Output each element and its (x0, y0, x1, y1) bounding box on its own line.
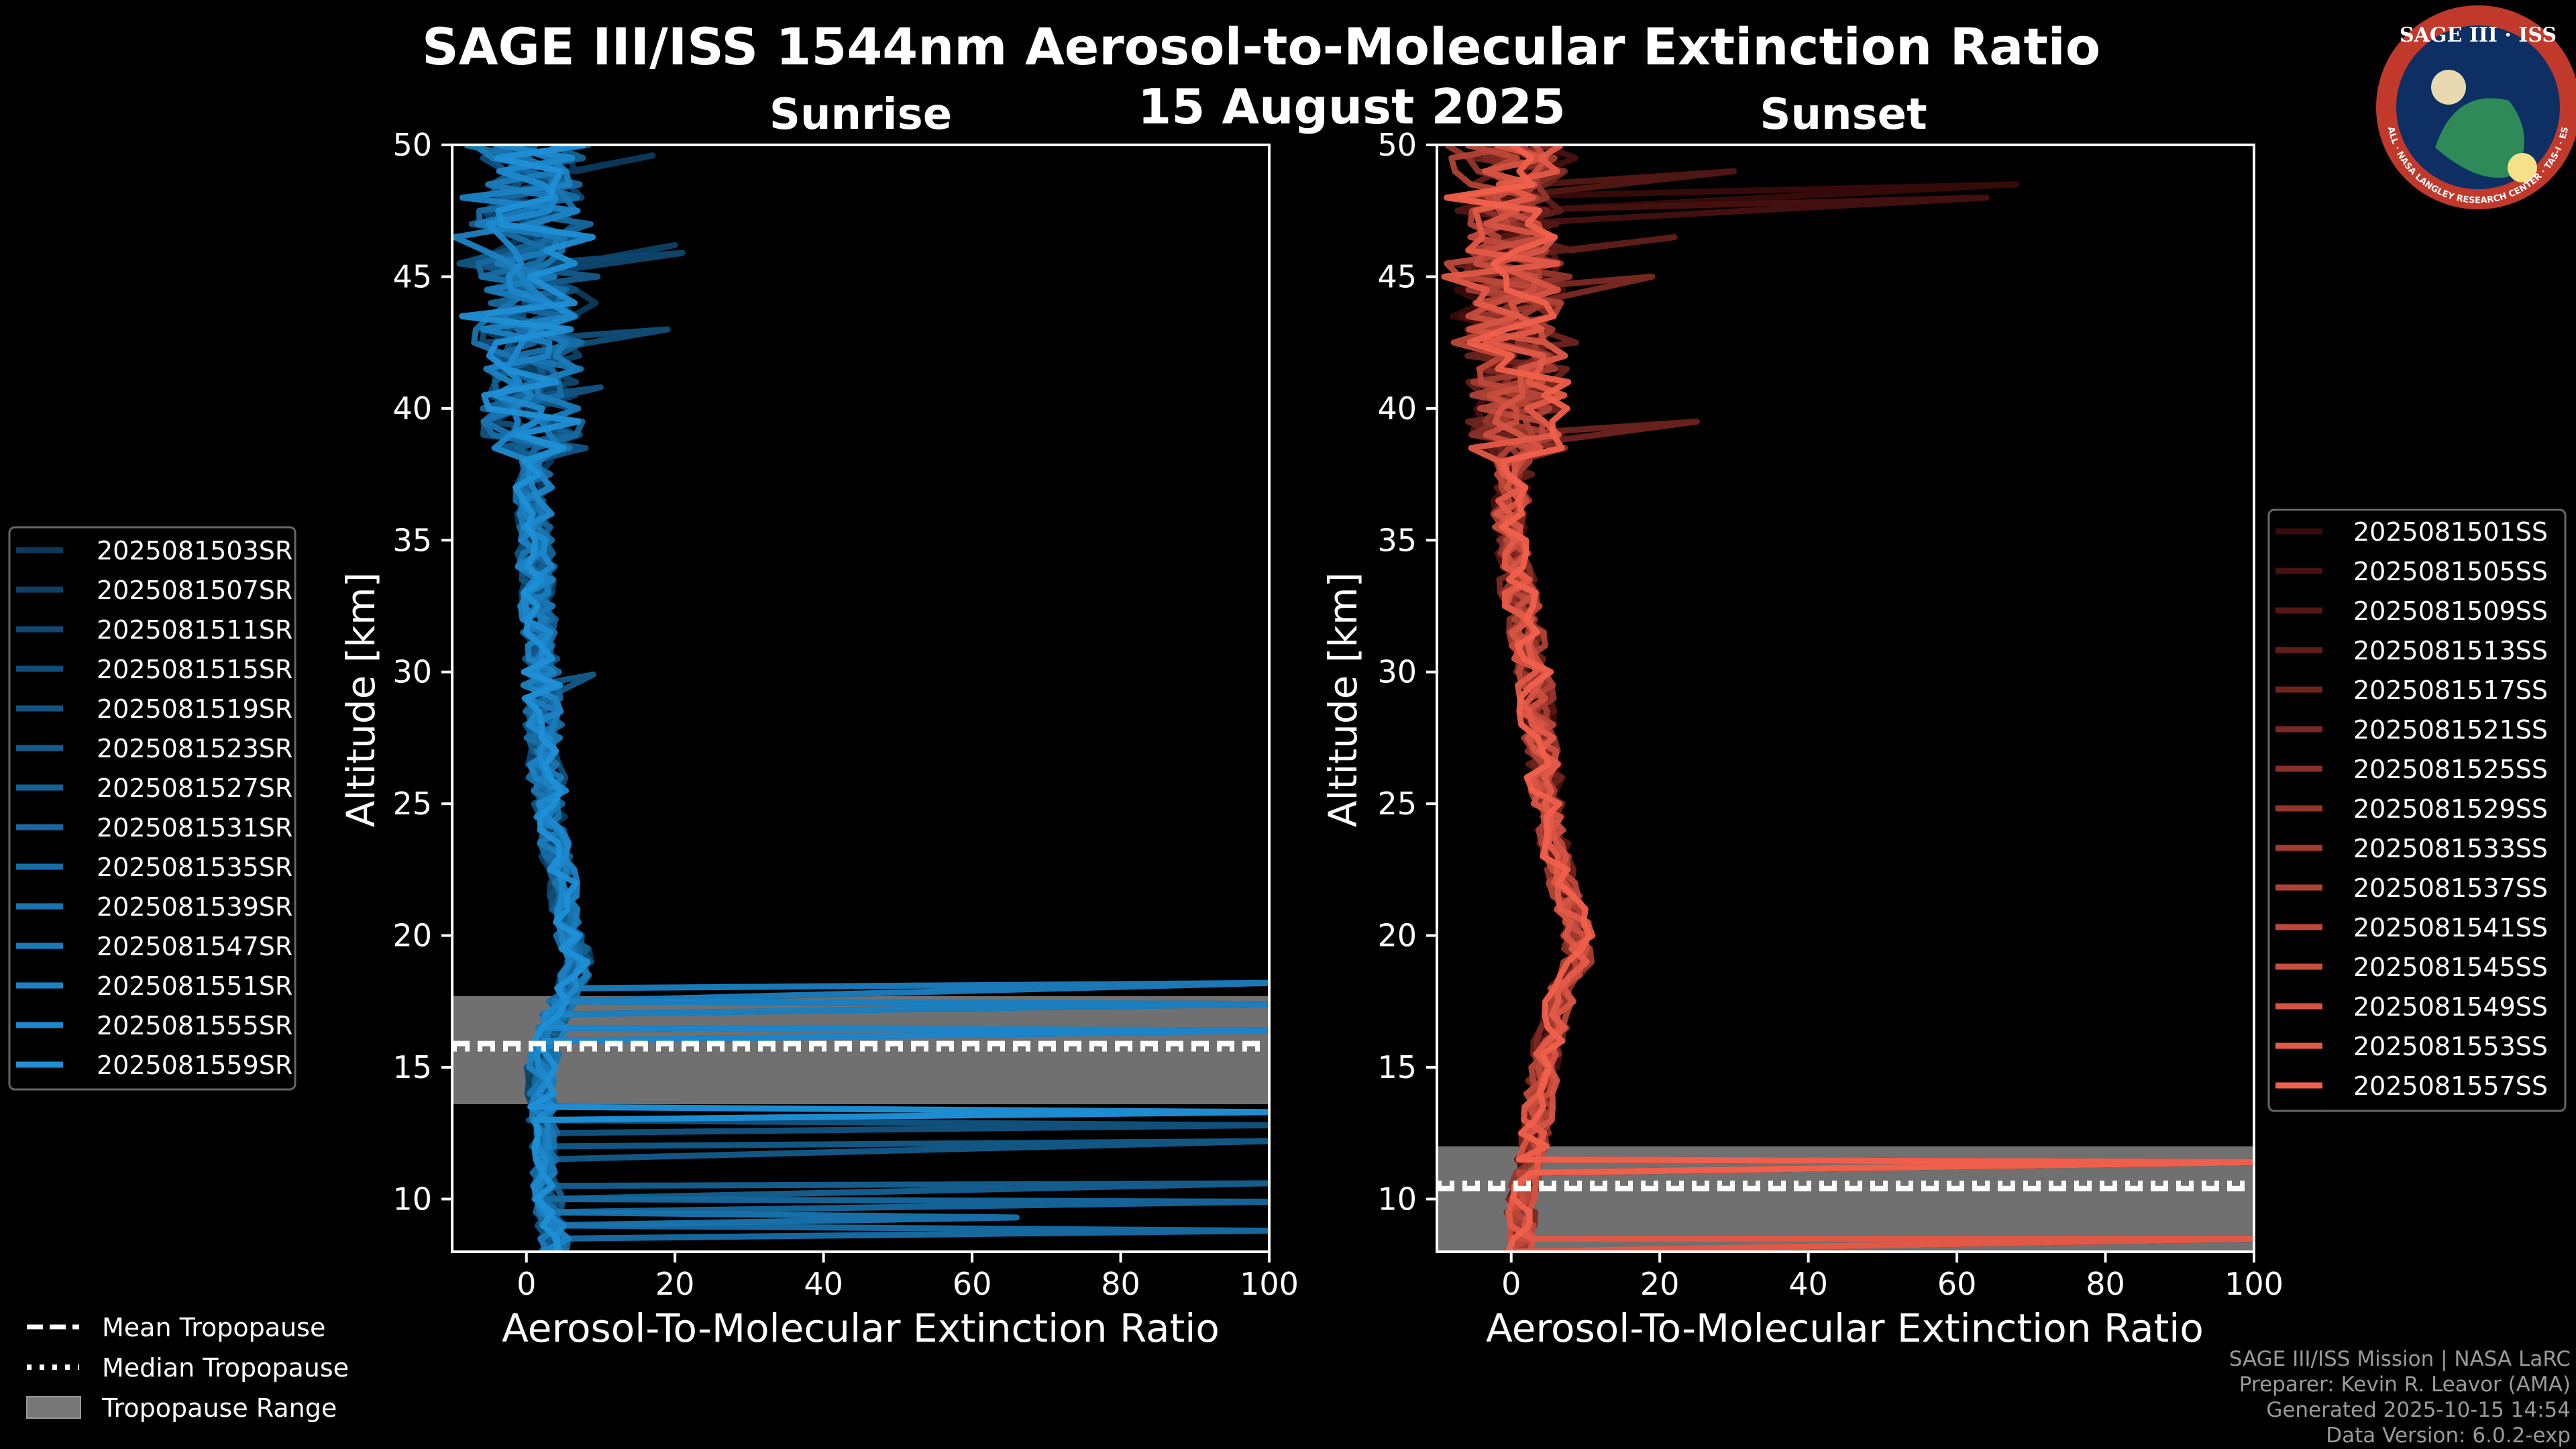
legend-label-2025081541SS: 2025081541SS (2353, 913, 2548, 943)
legend-label-2025081553SS: 2025081553SS (2353, 1032, 2548, 1061)
x-tick-label: 100 (2224, 1266, 2284, 1302)
y-tick-label: 10 (1377, 1181, 1417, 1217)
y-tick-label: 25 (1377, 786, 1417, 822)
series-line-2025081547SR (472, 145, 1269, 1252)
legend-label-2025081533SS: 2025081533SS (2353, 834, 2548, 863)
y-tick-label: 35 (392, 522, 432, 558)
legend-label-2025081521SS: 2025081521SS (2353, 715, 2548, 745)
y-tick-label: 15 (392, 1049, 432, 1085)
sunset-panel: Sunset Aerosol-To-Molecular Extinction R… (1320, 90, 2284, 1351)
y-tick-label: 10 (392, 1181, 432, 1217)
legend-label-2025081505SS: 2025081505SS (2353, 557, 2548, 586)
x-tick-label: 80 (1101, 1266, 1140, 1302)
footer-mission: SAGE III/ISS Mission | NASA LaRC (2229, 1347, 2571, 1371)
legend-label-2025081509SS: 2025081509SS (2353, 596, 2548, 626)
x-tick-label: 60 (1937, 1266, 1977, 1302)
series-line-2025081557SS (1444, 145, 2254, 1252)
y-tick-label: 30 (1377, 654, 1417, 690)
legend-label-2025081511SR: 2025081511SR (97, 615, 292, 645)
sunset-legend: 2025081501SS 2025081505SS 2025081509SS 2025… (2267, 508, 2567, 1112)
legend-label-2025081537SS: 2025081537SS (2353, 873, 2548, 903)
sunset-subtitle: Sunset (1760, 90, 1927, 140)
sunrise-panel: Sunrise Aerosol-To-Molecular Extinction … (338, 90, 1299, 1351)
tropopause-range-swatch (26, 1396, 81, 1419)
legend-label-2025081517SS: 2025081517SS (2353, 676, 2548, 705)
sunrise-ylabel: Altitude [km] (338, 572, 384, 827)
series-line-2025081559SR (459, 145, 1269, 1252)
legend-label-2025081559SR: 2025081559SR (97, 1051, 292, 1080)
x-tick-label: 80 (2086, 1266, 2125, 1302)
legend-label-2025081527SR: 2025081527SR (97, 773, 292, 803)
sunrise-legend-box (8, 526, 297, 1091)
legend-label-2025081557SS: 2025081557SS (2353, 1071, 2548, 1101)
plot-area (1437, 145, 2254, 1252)
logo-top-text: SAGE III · ISS (2400, 23, 2557, 47)
legend-label-2025081531SR: 2025081531SR (97, 813, 292, 843)
x-tick-label: 20 (655, 1266, 695, 1302)
y-tick-label: 15 (1377, 1049, 1417, 1085)
sunset-xlabel: Aerosol-To-Molecular Extinction Ratio (1486, 1305, 2204, 1351)
legend-label-2025081551SR: 2025081551SR (97, 971, 292, 1001)
x-tick-label: 100 (1240, 1266, 1299, 1302)
x-tick-label: 0 (1501, 1266, 1521, 1302)
date-title: 15 August 2025 (1138, 78, 1566, 135)
footer-generated: Generated 2025-10-15 14:54 (2266, 1398, 2571, 1422)
legend-label-2025081507SR: 2025081507SR (97, 576, 292, 605)
legend-label-2025081525SS: 2025081525SS (2353, 755, 2548, 784)
sunrise-subtitle: Sunrise (769, 90, 952, 140)
sunset-ylabel: Altitude [km] (1320, 572, 1366, 827)
y-tick-label: 30 (392, 654, 432, 690)
legend-label-2025081535SR: 2025081535SR (97, 853, 292, 882)
legend-label-2025081515SR: 2025081515SR (97, 655, 292, 684)
legend-label-2025081555SR: 2025081555SR (97, 1011, 292, 1040)
footer-data-version: Data Version: 6.0.2-exp (2326, 1424, 2571, 1448)
y-tick-label: 45 (392, 258, 432, 294)
logo-earth (2435, 98, 2524, 178)
logo-sun (2431, 70, 2466, 105)
y-tick-label: 45 (1377, 258, 1417, 294)
plot-content (1437, 145, 2254, 1252)
footer: SAGE III/ISS Mission | NASA LaRC Prepare… (2229, 1347, 2571, 1448)
legend-label-2025081519SR: 2025081519SR (97, 694, 292, 724)
y-tick-label: 40 (392, 390, 432, 427)
logo-moon (2508, 153, 2537, 182)
axes-frame (1436, 144, 2255, 1253)
sunrise-xlabel: Aerosol-To-Molecular Extinction Ratio (502, 1305, 1220, 1351)
legend-label-2025081539SR: 2025081539SR (97, 892, 292, 922)
x-tick-label: 40 (1788, 1266, 1828, 1302)
y-tick-label: 40 (1377, 390, 1417, 427)
legend-label-2025081549SS: 2025081549SS (2353, 992, 2548, 1022)
tropopause-legend: Mean Tropopause Median Tropopause Tropop… (26, 1313, 349, 1423)
x-tick-label: 20 (1640, 1266, 1680, 1302)
footer-preparer: Preparer: Kevin R. Leavor (AMA) (2239, 1373, 2571, 1397)
y-tick-label: 20 (392, 918, 432, 954)
mean-tropopause-label: Mean Tropopause (102, 1313, 325, 1342)
y-tick-label: 25 (392, 786, 432, 822)
plot-content (452, 145, 1269, 1252)
series-line-2025081551SR (452, 145, 1269, 1252)
legend-label-2025081529SS: 2025081529SS (2353, 794, 2548, 824)
legend-label-2025081547SR: 2025081547SR (97, 932, 292, 961)
x-tick-label: 60 (953, 1266, 992, 1302)
main-title: SAGE III/ISS 1544nm Aerosol-to-Molecular… (422, 17, 2100, 76)
axes-frame (451, 144, 1271, 1253)
sunset-legend-box (2267, 508, 2567, 1112)
y-tick-label: 20 (1377, 918, 1417, 954)
legend-label-2025081545SS: 2025081545SS (2353, 953, 2548, 982)
median-tropopause-label: Median Tropopause (102, 1353, 349, 1383)
x-tick-label: 40 (804, 1266, 843, 1302)
y-tick-label: 35 (1377, 522, 1417, 558)
x-tick-label: 0 (517, 1266, 536, 1302)
legend-label-2025081513SS: 2025081513SS (2353, 636, 2548, 665)
y-tick-label: 50 (392, 127, 432, 163)
tropopause-range-label: Tropopause Range (101, 1393, 337, 1423)
legend-label-2025081503SR: 2025081503SR (97, 536, 292, 566)
legend-label-2025081501SS: 2025081501SS (2353, 517, 2548, 547)
y-tick-label: 50 (1377, 127, 1417, 163)
sunrise-legend: 2025081503SR 2025081507SR 2025081511SR 2025… (8, 526, 297, 1091)
legend-label-2025081523SR: 2025081523SR (97, 734, 292, 763)
